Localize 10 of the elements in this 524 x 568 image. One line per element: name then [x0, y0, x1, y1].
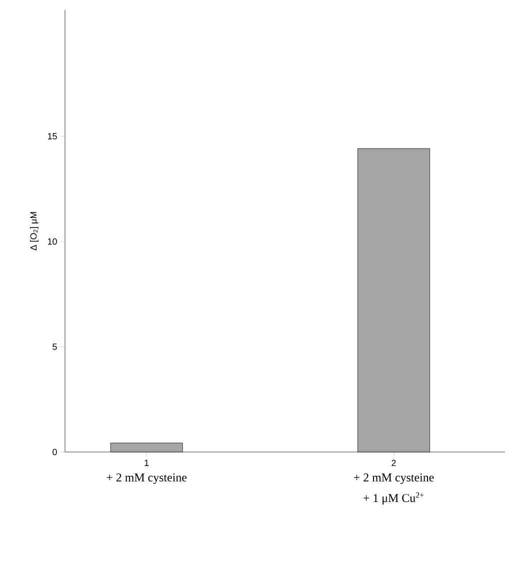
text: + 2 mM cysteine: [354, 473, 434, 484]
x-tick-label: 2: [392, 460, 396, 466]
text: + 1 μM Cu$^{2+}$: [364, 492, 424, 505]
y-tick-label: 0: [52, 448, 57, 456]
text: + 2 mM cysteine: [106, 473, 187, 484]
y-tick-label: 15: [48, 133, 57, 140]
x-tick-label: 1: [144, 460, 149, 466]
y-tick-label: 10: [48, 238, 57, 245]
y-tick-label: 5: [52, 344, 57, 350]
y-axis-title: Δ [O$_{2}$] μM: [30, 212, 38, 250]
